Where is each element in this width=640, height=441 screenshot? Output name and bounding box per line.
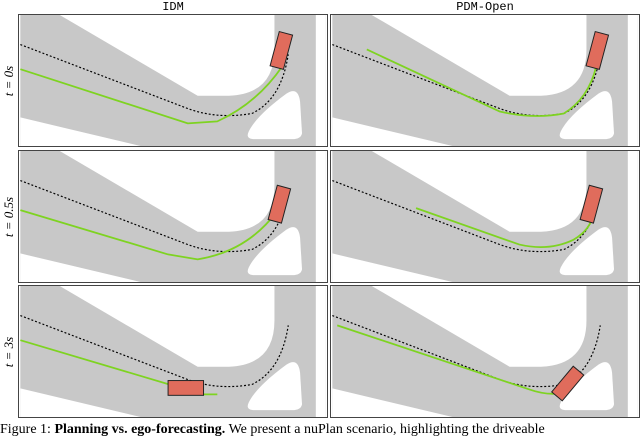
offroad bbox=[559, 227, 615, 276]
offroad bbox=[371, 151, 587, 232]
scenario-panel bbox=[18, 285, 328, 418]
offroad bbox=[59, 286, 275, 367]
offroad bbox=[371, 286, 587, 367]
offroad bbox=[315, 151, 326, 282]
row-label: t = 3s bbox=[1, 336, 17, 367]
column-header: PDM-Open bbox=[456, 0, 514, 14]
offroad bbox=[332, 388, 453, 417]
row-label-box: t = 3s bbox=[0, 285, 18, 418]
column-header: IDM bbox=[162, 0, 184, 14]
offroad bbox=[627, 151, 638, 282]
offroad bbox=[332, 117, 453, 146]
planned-path bbox=[366, 48, 598, 117]
scenario-panel bbox=[330, 150, 640, 283]
ego-vehicle bbox=[579, 184, 604, 224]
ego-vehicle bbox=[269, 30, 294, 70]
scenario-panel bbox=[330, 285, 640, 418]
scenario-panel bbox=[330, 14, 640, 147]
offroad bbox=[247, 91, 303, 140]
ego-vehicle bbox=[267, 184, 292, 224]
row-label: t = 0s bbox=[1, 65, 17, 96]
row-label: t = 0.5s bbox=[1, 196, 17, 237]
caption: Figure 1: Planning vs. ego-forecasting. … bbox=[0, 422, 640, 438]
planned-path bbox=[20, 209, 278, 261]
planned-path bbox=[20, 65, 284, 125]
caption-label: Figure 1: bbox=[0, 422, 51, 437]
row-label-box: t = 0s bbox=[0, 14, 18, 147]
scenario-panel bbox=[18, 14, 328, 147]
offroad bbox=[247, 362, 303, 411]
offroad bbox=[559, 362, 615, 411]
offroad bbox=[559, 91, 615, 140]
offroad bbox=[315, 15, 326, 146]
offroad bbox=[371, 15, 587, 96]
planned-path bbox=[415, 207, 595, 248]
caption-bold: Planning vs. ego-forecasting. bbox=[54, 422, 226, 437]
row-label-box: t = 0.5s bbox=[0, 150, 18, 283]
ego-vehicle bbox=[550, 365, 585, 402]
offroad bbox=[20, 117, 141, 146]
ego-vehicle bbox=[585, 30, 610, 70]
offroad bbox=[59, 15, 275, 96]
offroad bbox=[247, 227, 303, 276]
offroad bbox=[627, 15, 638, 146]
caption-text: We present a nuPlan scenario, highlighti… bbox=[228, 422, 545, 437]
offroad bbox=[59, 151, 275, 232]
offroad bbox=[627, 286, 638, 417]
scenario-panel bbox=[18, 150, 328, 283]
offroad bbox=[332, 253, 453, 282]
ego-vehicle bbox=[167, 380, 205, 396]
offroad bbox=[315, 286, 326, 417]
offroad bbox=[20, 388, 141, 417]
offroad bbox=[20, 253, 141, 282]
